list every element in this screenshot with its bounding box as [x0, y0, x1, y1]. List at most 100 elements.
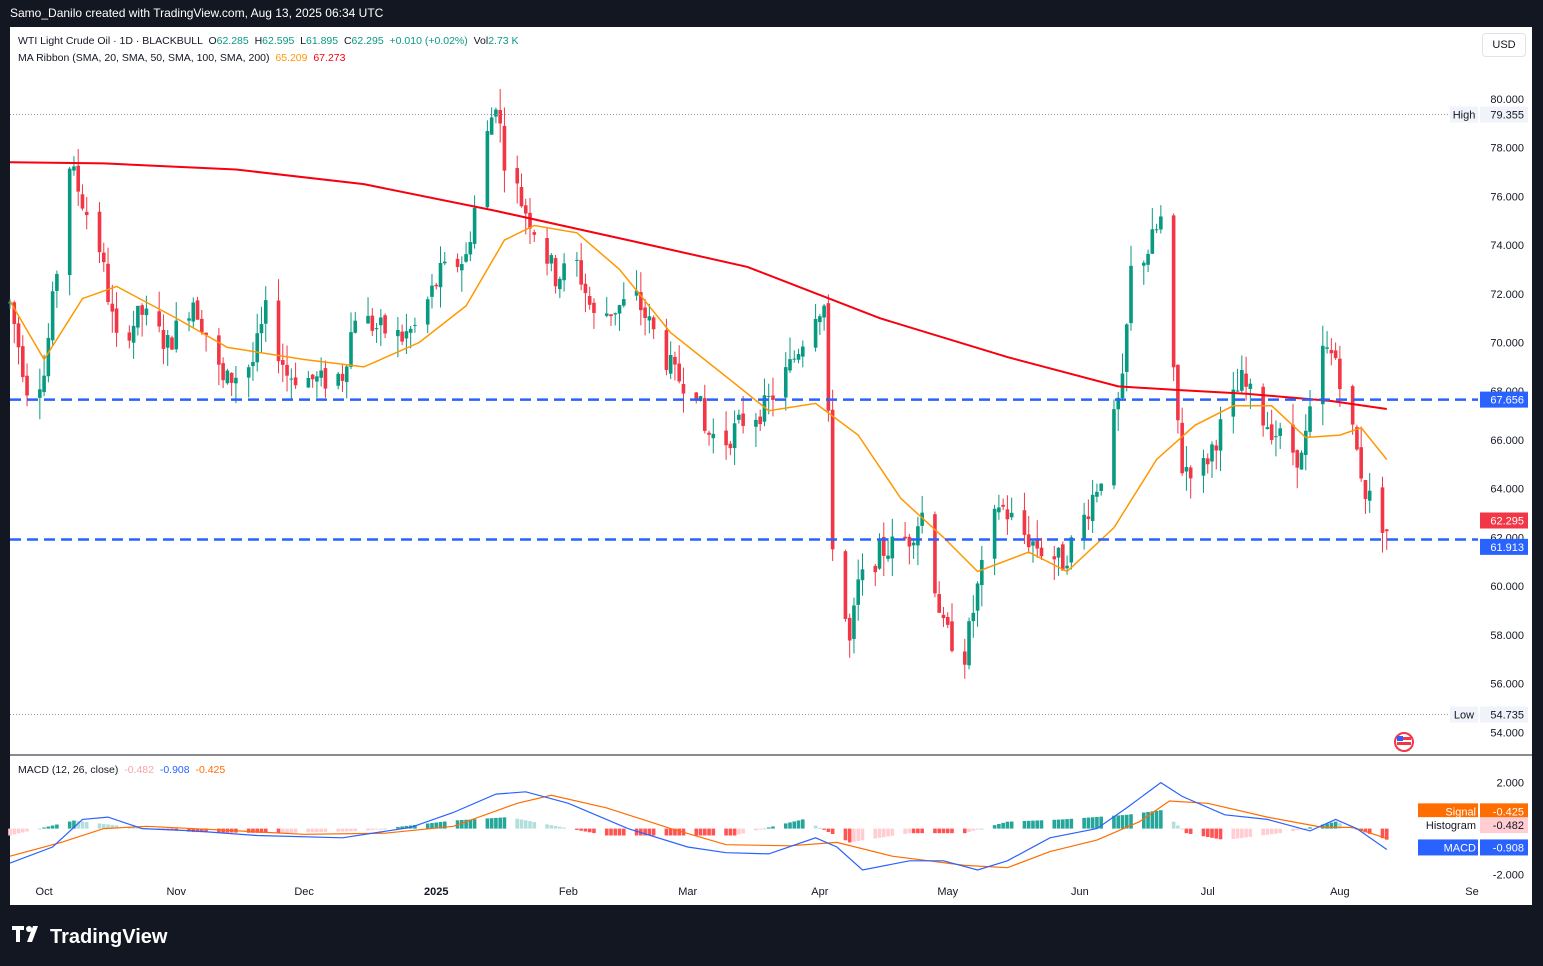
candle-body [528, 212, 532, 229]
candle-body [280, 360, 285, 365]
macd-histogram-bar [200, 828, 204, 833]
candle-body [191, 302, 196, 322]
macd-histogram-bar [1009, 821, 1014, 829]
us-flag-canton [1397, 736, 1403, 741]
macd-histogram-bar [1380, 828, 1385, 839]
brand: TradingView [12, 924, 167, 950]
price-tick-label: 78.000 [1490, 143, 1524, 155]
candle-body [1308, 406, 1312, 432]
price-tick-label: 64.000 [1490, 484, 1524, 496]
macd-histogram-bar [711, 828, 716, 836]
macd-histogram-bar [1350, 827, 1355, 829]
price-tick-label: 70.000 [1490, 337, 1524, 349]
macd-histogram-bar [485, 818, 490, 829]
macd-histogram-bar [1116, 815, 1121, 829]
macd-histogram-bar [587, 828, 592, 833]
macd-histogram-bar [306, 828, 311, 833]
currency-button[interactable]: USD [1482, 33, 1526, 57]
candle-body [110, 303, 115, 312]
macd-histogram-bar [1052, 819, 1057, 829]
candle-body [877, 539, 882, 569]
macd-histogram-bar [1056, 819, 1061, 829]
candle-body [519, 186, 524, 207]
candle-body [553, 258, 558, 287]
candle-body [1141, 262, 1146, 266]
macd-histogram-bar [136, 827, 140, 829]
macd-histogram-bar [80, 821, 85, 829]
candle-body [1325, 347, 1329, 349]
candle-body [127, 332, 132, 341]
candle-body [997, 507, 1001, 513]
signal-value: -0.425 [1493, 806, 1524, 818]
candle-body [711, 433, 716, 439]
macd-histogram-bar [702, 828, 707, 836]
candle-body [1350, 386, 1355, 425]
macd-histogram-bar [383, 828, 387, 830]
macd-histogram-bar [1180, 828, 1184, 830]
candle-body [16, 323, 21, 348]
last-price-value: 62.295 [1490, 515, 1524, 527]
macd-histogram-bar [575, 828, 579, 830]
candle-body [1363, 480, 1368, 500]
candle-body [758, 416, 762, 425]
time-tick-label: Nov [166, 886, 186, 898]
candle-body [157, 311, 161, 327]
candle-body [285, 364, 289, 376]
close-label: C [343, 35, 352, 47]
candle-body [340, 373, 345, 381]
candle-body [737, 414, 741, 420]
macd-histogram-bar [519, 819, 524, 829]
macd-histogram-bar [860, 828, 865, 841]
candle-body [379, 317, 383, 326]
candle-body [1295, 450, 1300, 468]
candle-body [639, 292, 643, 311]
signal-label: Signal [1445, 806, 1476, 818]
candle-body [246, 367, 251, 378]
candle-body [980, 560, 984, 586]
candle-body [1069, 537, 1074, 563]
candle-body [106, 263, 110, 303]
candle-body [1265, 427, 1270, 430]
vol-label: Vol [473, 35, 489, 47]
macd-histogram-bar [289, 828, 294, 833]
macd-signal-value: -0.425 [195, 764, 226, 776]
macd-histogram-bar [1095, 816, 1099, 829]
price-tick-label: 74.000 [1490, 240, 1524, 252]
candle-body [609, 314, 613, 317]
macd-histogram-bar [788, 822, 792, 829]
level-lower-price-value-bg [1480, 538, 1528, 555]
candle-body [1154, 229, 1159, 231]
macd-histogram-bar [673, 828, 677, 836]
candle-body [12, 302, 17, 325]
macd-histogram-bar [1146, 811, 1150, 829]
candle-body [289, 378, 294, 380]
macd-histogram-bar [1069, 818, 1074, 829]
candle-body [170, 337, 174, 350]
candle-body [950, 621, 954, 651]
candle-body [494, 109, 498, 117]
candle-body [200, 318, 204, 333]
candle-body [140, 305, 144, 315]
candle-body [374, 328, 379, 330]
macd-histogram-bar [263, 828, 268, 834]
macd-value-bg [1480, 839, 1528, 856]
macd-value: -0.908 [1493, 842, 1524, 854]
macd-histogram-bar [933, 828, 937, 834]
sma-20-line [9, 224, 1388, 573]
candle-body [1124, 324, 1129, 372]
candle-body [383, 315, 387, 334]
candle-body [1180, 422, 1184, 474]
candle-body [187, 318, 191, 321]
high-price-value: 79.355 [1490, 110, 1524, 122]
candle-body [847, 617, 852, 641]
macd-histogram-bar [315, 828, 319, 833]
candle-body [860, 569, 865, 581]
macd-line [9, 781, 1388, 871]
macd-histogram-bar [532, 821, 537, 829]
macd-histogram-bar [1154, 810, 1159, 829]
macd-histogram-bar [617, 828, 622, 836]
macd-histogram-bar [579, 828, 583, 831]
macd-histogram-bar [881, 828, 886, 838]
sma-200-line [9, 161, 1387, 410]
